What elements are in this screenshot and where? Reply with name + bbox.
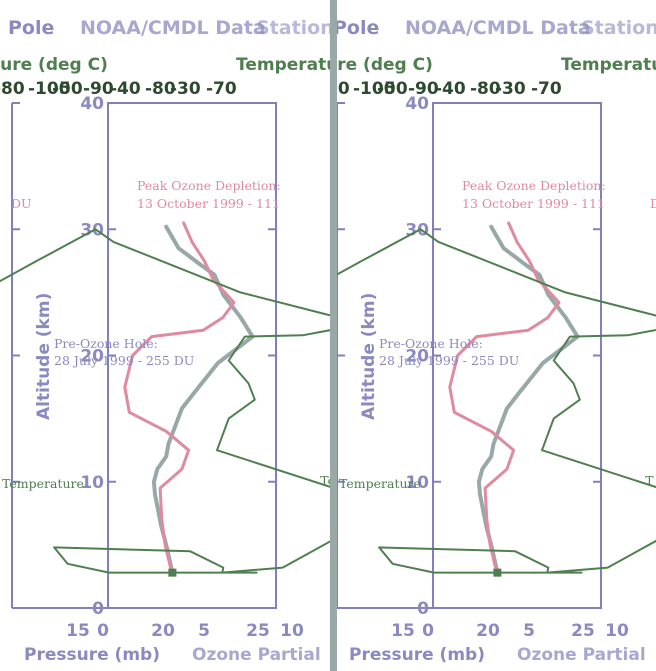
title-station: Station [581,17,656,39]
chart-title: NOAA/CMDL Data [80,17,266,39]
peak-depletion-line [123,221,236,575]
temperature-axis-label-right: Temperature [236,55,358,75]
chart-panel-right: Pole NOAA/CMDL Data Station ture (deg C)… [317,17,656,665]
x-top-tick-label: -80 [319,79,350,99]
peak-depletion-label-cut: DU [650,196,656,211]
x-bottom-tick-label: 25 [571,621,595,641]
x-bottom-tick-label: 0 [422,621,434,641]
surface-marker [493,568,502,577]
x-bottom-tick-label: 5 [198,621,210,641]
y-tick-label: 20 [405,347,429,367]
y-tick-label: 40 [80,94,104,114]
title-station: Station [256,17,334,39]
peak-depletion-label-line1: Peak Ozone Depletion: [137,178,281,193]
temperature-line [337,228,656,574]
temperature-line [0,228,330,574]
surface-marker [168,568,177,577]
title-pole: Pole [333,17,379,39]
x-top-tick-label: -90 [83,79,114,99]
pressure-axis-label: Pressure (mb) [349,645,485,665]
temperature-series-label: Temperature [2,476,84,491]
x-top-tick-label: -70 [531,79,562,99]
pre-ozone-hole-label-line1: Pre-Ozone Hole: [54,336,158,351]
x-top-tick-label: -70 [206,79,237,99]
x-top-tick-label: -30 [170,79,201,99]
x-bottom-tick-label: 20 [476,621,500,641]
ozone-axis-label: Ozone Partial [192,645,321,665]
pre-ozone-hole-label-line2: 28 July 1999 - 255 DU [54,353,194,368]
x-top-tick-label: -80 [0,79,25,99]
x-top-tick-label: -40 [435,79,466,99]
altitude-axis-label: Altitude (km) [34,293,54,420]
pre-ozone-hole-label-line2: 28 July 1999 - 255 DU [379,353,519,368]
title-pole: Pole [8,17,54,39]
y-tick-label: 0 [92,599,104,619]
x-bottom-tick-label: 10 [605,621,629,641]
y-tick-label: 20 [80,347,104,367]
x-top-tick-label: -50 [52,79,83,99]
ozone-axis-label: Ozone Partial [517,645,646,665]
temperature-axis-label-left: ture (deg C) [0,55,108,75]
x-top-tick-label: -80 [470,79,501,99]
x-top-tick-label: -40 [110,79,141,99]
x-top-tick-label: -30 [495,79,526,99]
pre-ozone-hole-label-line1: Pre-Ozone Hole: [379,336,483,351]
temperature-series-label-right: - T [637,473,654,488]
x-bottom-tick-label: 5 [523,621,535,641]
peak-depletion-label-line1: Peak Ozone Depletion: [462,178,606,193]
panel-divider [330,0,337,671]
peak-depletion-label-line2: 13 October 1999 - 111 [137,196,280,211]
peak-depletion-label-line2: 13 October 1999 - 111 [462,196,605,211]
pressure-axis-label: Pressure (mb) [24,645,160,665]
y-tick-label: 40 [405,94,429,114]
temperature-series-label: Temperature [339,476,421,491]
x-top-tick-label: -100 [28,79,71,99]
y-tick-label: 10 [80,473,104,493]
x-bottom-tick-label: 25 [246,621,270,641]
altitude-axis-label: Altitude (km) [359,293,379,420]
chart-panel-left: Pole NOAA/CMDL Data Station ture (deg C)… [0,17,402,665]
x-top-tick-label: -100 [353,79,396,99]
x-bottom-tick-label: 15 [66,621,90,641]
y-tick-label: 0 [417,599,429,619]
peak-depletion-line [448,221,561,575]
temperature-series-label-right: - Temperature [312,473,402,488]
x-top-tick-label: -50 [377,79,408,99]
x-top-tick-label: -90 [408,79,439,99]
pre-ozone-hole-line [476,224,580,575]
temperature-axis-label-right: Temperatu [561,55,656,75]
x-top-tick-label: -80 [145,79,176,99]
temperature-axis-label-left: ture (deg C) [317,55,433,75]
chart-title: NOAA/CMDL Data [405,17,591,39]
pre-ozone-hole-line [151,224,255,575]
y-tick-label: 10 [405,473,429,493]
x-bottom-tick-label: 0 [97,621,109,641]
x-bottom-tick-label: 15 [391,621,415,641]
x-bottom-tick-label: 10 [280,621,304,641]
peak-depletion-label-cut: DU [11,196,32,211]
x-bottom-tick-label: 20 [151,621,175,641]
